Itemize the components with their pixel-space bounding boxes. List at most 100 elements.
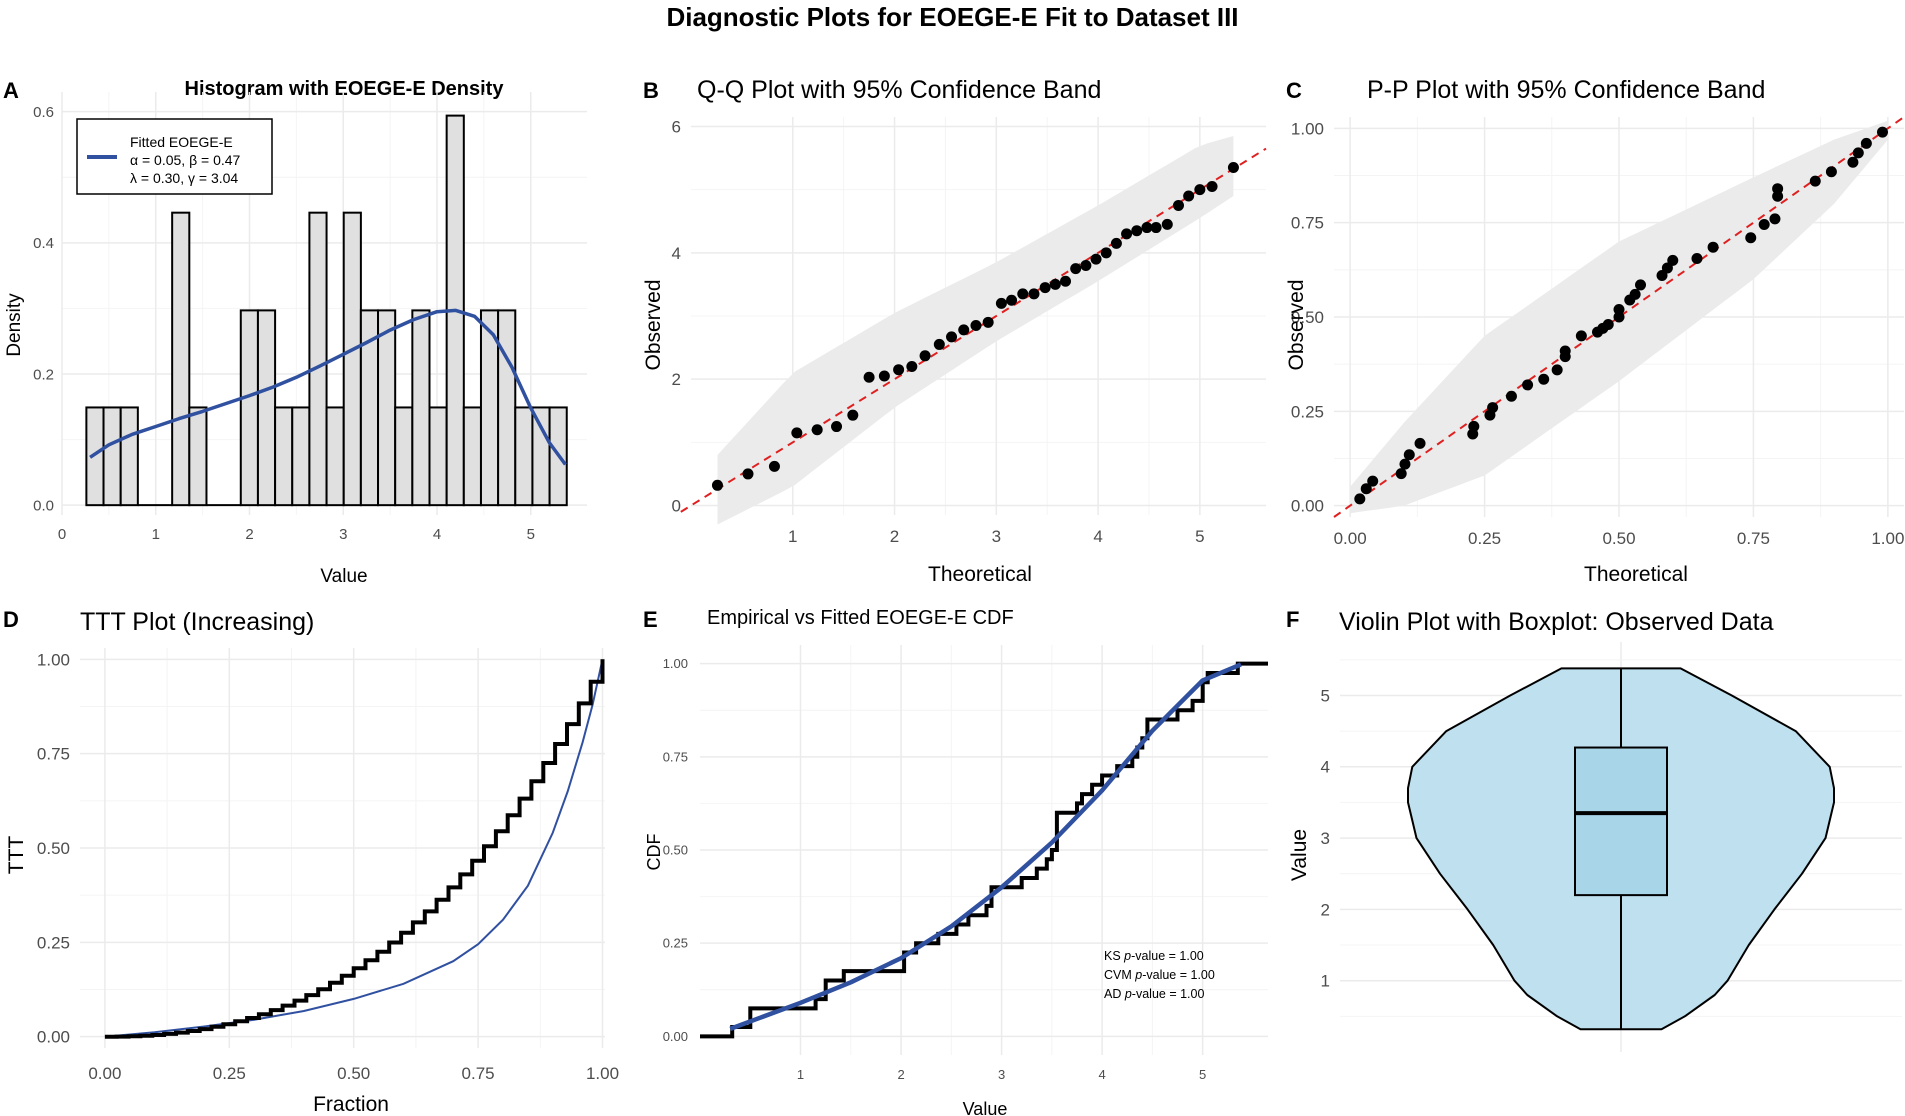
qq-point [1049, 278, 1061, 290]
panel-e-grid [700, 645, 1268, 1055]
pp-point [1522, 379, 1534, 391]
qq-point [1141, 222, 1153, 234]
qq-point [1017, 288, 1029, 300]
pp-point [1559, 345, 1571, 357]
y-tick-label: 0.50 [1291, 308, 1324, 327]
qq-point [1060, 275, 1072, 287]
y-tick-label: 0.25 [1291, 402, 1324, 421]
pp-point [1772, 190, 1784, 202]
pp-point [1505, 390, 1517, 402]
panel-d-xlabel: Fraction [313, 1093, 389, 1116]
panel-a-density-curve [89, 308, 567, 466]
y-tick-label: 0.50 [663, 843, 688, 858]
histogram-bar [291, 406, 311, 507]
histogram-bar [342, 211, 362, 507]
panel-letter-f: F [1286, 607, 1299, 632]
qq-point [1172, 199, 1184, 211]
y-tick-label: 2 [1321, 900, 1330, 919]
test-pvalue-label: CVM p-value = 1.00 [1104, 968, 1215, 982]
x-tick-label: 1 [788, 527, 797, 546]
y-tick-label: 0.75 [1291, 214, 1324, 233]
panel-letter-a: A [3, 78, 19, 103]
pp-point [1860, 137, 1872, 149]
panel-e-annotations: KS p-value = 1.00 CVM p-value = 1.00 AD p-… [1104, 949, 1215, 1001]
qq-point [1039, 282, 1051, 294]
qq-point [863, 371, 875, 383]
x-tick-label: 3 [998, 1067, 1005, 1082]
panel-c-points [1354, 126, 1888, 505]
panel-e-title: Empirical vs Fitted EOEGE-E CDF [707, 607, 1014, 629]
test-pvalue-label: KS p-value = 1.00 [1104, 949, 1204, 963]
panel-f-ticks: 1 2 3 4 5 [1321, 686, 1330, 990]
panel-a-legend: Fitted EOEGE-E α = 0.05, β = 0.47 λ = 0.… [76, 118, 273, 195]
panel-d-ylabel: TTT [5, 836, 28, 875]
x-tick-label: 0.50 [1602, 529, 1635, 548]
histogram-bar [188, 406, 208, 507]
pp-point [1613, 303, 1625, 315]
histogram-bar [119, 406, 139, 507]
density-line [89, 308, 567, 466]
y-tick-label: 0.2 [33, 366, 54, 383]
x-tick-label: 5 [1195, 527, 1204, 546]
legend-params-2: λ = 0.30, γ = 3.04 [130, 170, 238, 186]
panel-c-pp-plot: C P-P Plot with 95% Confidence Band 0.00… [1285, 76, 1905, 586]
x-tick-label: 1 [152, 526, 160, 543]
x-tick-label: 2 [890, 527, 899, 546]
qq-point [1121, 228, 1133, 240]
y-tick-label: 3 [1321, 829, 1330, 848]
panel-a-ticks: 0 1 2 3 4 5 0.0 0.2 0.4 0.6 [33, 104, 535, 543]
qq-point [878, 370, 890, 382]
panel-e-ticks: 1 2 3 4 5 0.00 0.25 0.50 0.75 1.00 [663, 656, 1207, 1082]
fitted-cdf-line [729, 662, 1242, 1032]
panel-letter-b: B [643, 78, 659, 103]
x-tick-label: 0.25 [1468, 529, 1501, 548]
pp-point [1395, 468, 1407, 480]
x-tick-label: 4 [1099, 1067, 1106, 1082]
panel-d-empirical-ttt [104, 659, 605, 1039]
qq-point [791, 427, 803, 439]
x-tick-label: 0 [58, 526, 66, 543]
histogram-bar [497, 309, 517, 507]
panel-c-ticks: 0.00 0.25 0.50 0.75 1.00 0.00 0.25 0.50 0.75 1.00 [1291, 119, 1905, 548]
x-tick-label: 0.75 [1737, 529, 1770, 548]
qq-point [1161, 218, 1173, 230]
y-tick-label: 0.00 [1291, 497, 1324, 516]
pp-point [1667, 254, 1679, 266]
pp-point [1691, 253, 1703, 265]
panel-b-ticks: 1 2 3 4 5 0 2 4 6 [672, 117, 1205, 546]
panel-b-xlabel: Theoretical [928, 563, 1032, 586]
qq-point [1100, 247, 1112, 259]
qq-point [1194, 184, 1206, 196]
pp-point [1403, 449, 1415, 461]
qq-point [1080, 259, 1092, 271]
panel-b-points [711, 162, 1239, 491]
x-tick-label: 4 [433, 526, 441, 543]
main-title: Diagnostic Plots for EOEGE-E Fit to Data… [666, 2, 1239, 32]
y-tick-label: 0.4 [33, 235, 54, 252]
x-tick-label: 1.00 [1871, 529, 1904, 548]
panel-c-reference-line [1333, 116, 1905, 518]
pp-point [1551, 364, 1563, 376]
y-tick-label: 0.75 [37, 745, 70, 764]
y-tick-label: 0 [672, 496, 681, 515]
histogram-bar [256, 309, 277, 507]
qq-point [970, 319, 982, 331]
pp-point [1852, 147, 1864, 159]
y-tick-label: 1.00 [1291, 119, 1324, 138]
panel-e-cdf-plot: E Empirical vs Fitted EOEGE-E CDF 1 2 3 4 5 0… [643, 607, 1268, 1116]
panel-a-histogram: A Histogram with EOEGE-E Density 0 1 2 3 4 50… [3, 78, 587, 587]
histogram-bar [377, 309, 397, 507]
panel-e-ylabel: CDF [644, 834, 664, 871]
qq-point [1183, 190, 1195, 202]
qq-point [1227, 162, 1239, 174]
pp-point [1602, 319, 1614, 331]
y-tick-label: 5 [1321, 686, 1330, 705]
y-tick-label: 0.00 [37, 1028, 70, 1047]
panel-d-ttt-plot: D TTT Plot (Increasing) 0.00 0.25 0.50 0.75… [3, 607, 619, 1116]
y-tick-label: 0.25 [37, 933, 70, 952]
qq-point [982, 316, 994, 328]
qq-point [1150, 222, 1162, 234]
x-tick-label: 3 [339, 526, 347, 543]
histogram-bar [514, 406, 534, 507]
